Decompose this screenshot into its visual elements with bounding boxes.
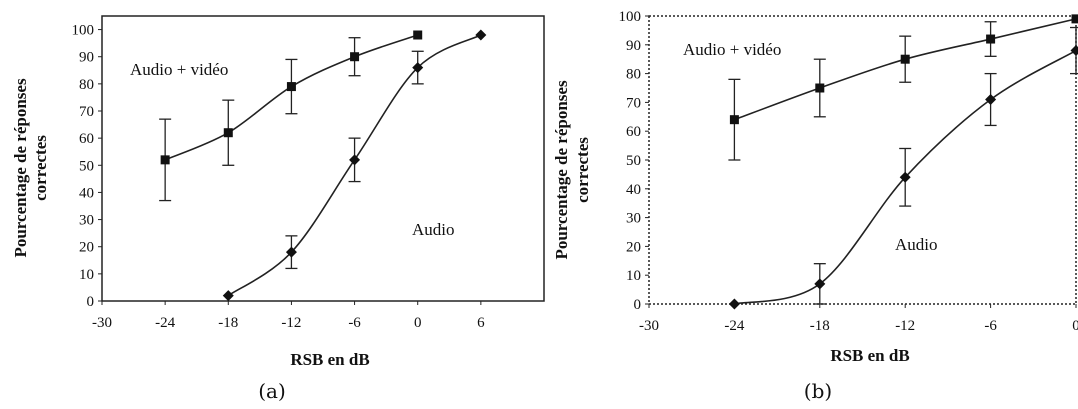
y-tick-label-a: 90 xyxy=(79,50,94,66)
y-tick-label-a: 30 xyxy=(79,213,94,229)
data-point-diamond xyxy=(899,171,911,183)
x-tick-label-b: -30 xyxy=(639,318,659,334)
y-tick-label-a: 50 xyxy=(79,158,94,174)
y-tick-label-b: 80 xyxy=(626,67,641,83)
panel-a: 0 10 20 30 40 50 60 70 80 90 100 -30 -24 -18 -12 -6 0 6 A… xyxy=(11,15,545,369)
plot-area-a xyxy=(101,15,545,302)
plot-area-b xyxy=(648,15,1077,305)
annotation-audio-video-a: Audio + vidéo xyxy=(130,60,228,79)
y-tick-label-a: 20 xyxy=(79,240,94,256)
y-tick-label-b: 100 xyxy=(619,9,642,25)
y-tick-label-b: 60 xyxy=(626,124,641,140)
y-tick-label-a: 60 xyxy=(79,131,94,147)
y-tick-label-b: 30 xyxy=(626,211,641,227)
data-point-square xyxy=(986,34,996,44)
panel-b: 0 10 20 30 40 50 60 70 80 90 100 -30 -24 -18 -12 -6 0 Au… xyxy=(552,9,1078,365)
data-point-square xyxy=(815,83,825,93)
annotation-audio-b: Audio xyxy=(895,235,938,254)
caption-a: (a) xyxy=(258,379,286,403)
y-axis-label-a-line2: correctes xyxy=(31,135,50,201)
y-axis-label-b-line1: Pourcentage de réponses xyxy=(552,80,571,259)
annotation-audio-video-b: Audio + vidéo xyxy=(683,40,781,59)
x-tick-label-a: 0 xyxy=(414,315,422,331)
data-point-square xyxy=(729,115,739,125)
data-point-diamond xyxy=(985,94,997,106)
x-tick-label-b: -12 xyxy=(895,318,915,334)
y-tick-label-b: 70 xyxy=(626,95,641,111)
y-tick-label-b: 0 xyxy=(634,297,642,313)
y-tick-label-a: 100 xyxy=(72,23,95,39)
x-tick-label-a: -30 xyxy=(92,315,112,331)
y-axis-label-a-line1: Pourcentage de réponses xyxy=(11,78,30,257)
annotation-audio-a: Audio xyxy=(412,220,455,239)
data-point-diamond xyxy=(814,278,826,290)
data-point-square xyxy=(160,155,170,165)
y-tick-label-a: 80 xyxy=(79,77,94,93)
x-tick-label-b: -18 xyxy=(810,318,830,334)
x-tick-label-a: 6 xyxy=(477,315,485,331)
data-point-diamond xyxy=(475,29,487,41)
x-tick-label-b: -6 xyxy=(984,318,997,334)
y-axis-label-b-line2: correctes xyxy=(573,137,592,203)
y-tick-label-b: 10 xyxy=(626,268,641,284)
data-point-square xyxy=(900,54,910,64)
x-tick-label-b: 0 xyxy=(1072,318,1078,334)
y-tick-label-b: 50 xyxy=(626,153,641,169)
data-point-square xyxy=(286,82,296,92)
caption-b: (b) xyxy=(804,379,832,403)
data-point-diamond xyxy=(1070,45,1078,57)
y-tick-label-a: 10 xyxy=(79,267,94,283)
data-point-square xyxy=(350,52,360,62)
x-tick-label-a: -18 xyxy=(218,315,238,331)
y-tick-label-b: 20 xyxy=(626,239,641,255)
x-tick-label-a: -6 xyxy=(348,315,361,331)
y-tick-label-a: 0 xyxy=(87,294,95,310)
data-point-square xyxy=(223,128,233,138)
data-point-diamond xyxy=(222,290,234,302)
data-point-diamond xyxy=(412,62,424,74)
data-point-square xyxy=(1071,14,1078,24)
y-tick-label-b: 90 xyxy=(626,38,641,54)
data-point-diamond xyxy=(285,246,297,258)
y-tick-label-a: 70 xyxy=(79,104,94,120)
x-axis-label-a: RSB en dB xyxy=(290,350,369,369)
y-tick-label-a: 40 xyxy=(79,185,94,201)
y-tick-label-b: 40 xyxy=(626,182,641,198)
x-axis-label-b: RSB en dB xyxy=(830,346,909,365)
x-tick-label-b: -24 xyxy=(724,318,744,334)
data-point-diamond xyxy=(728,298,740,310)
data-point-square xyxy=(413,30,423,40)
x-tick-label-a: -12 xyxy=(281,315,301,331)
data-point-diamond xyxy=(349,154,361,166)
x-tick-label-a: -24 xyxy=(155,315,175,331)
